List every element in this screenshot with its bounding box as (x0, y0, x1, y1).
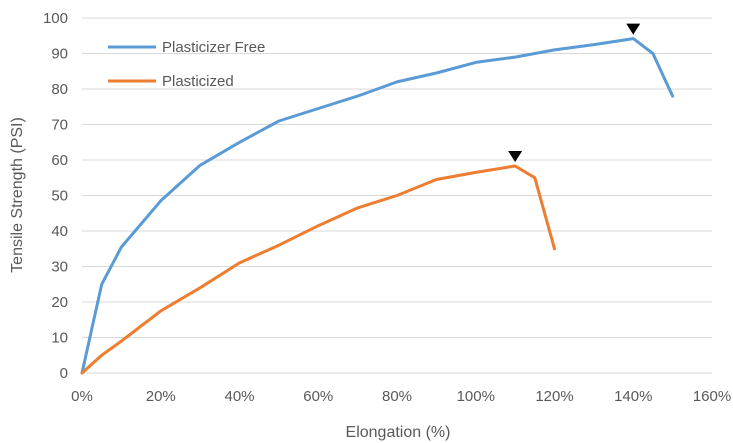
legend-label-plasticized: Plasticized (162, 73, 234, 90)
y-tick-label: 20 (51, 294, 68, 311)
y-tick-label: 10 (51, 330, 68, 347)
peak-markers (508, 23, 641, 163)
x-tick-label: 140% (614, 388, 652, 405)
tick-labels: 0 10 20 30 40 50 60 70 80 90 100 0% 20% 40% 60% 80% 100%… (43, 10, 731, 405)
y-tick-label: 30 (51, 259, 68, 276)
y-tick-label: 50 (51, 188, 68, 205)
x-tick-label: 60% (303, 388, 333, 405)
x-tick-label: 80% (382, 388, 412, 405)
legend: Plasticizer Free Plasticized (108, 39, 265, 90)
y-tick-label: 60 (51, 152, 68, 169)
y-axis-title: Tensile Strength (PSI) (9, 117, 26, 273)
x-tick-label: 160% (693, 388, 731, 405)
legend-label-plasticizer-free: Plasticizer Free (162, 39, 265, 56)
x-tick-label: 20% (146, 388, 176, 405)
series-line-0 (80, 37, 675, 375)
y-tick-label: 70 (51, 117, 68, 134)
y-tick-label: 0 (60, 365, 68, 382)
peak-marker-icon (508, 151, 523, 163)
y-tick-label: 100 (43, 10, 68, 27)
x-tick-label: 0% (71, 388, 93, 405)
x-tick-label: 100% (457, 388, 495, 405)
y-tick-label: 40 (51, 223, 68, 240)
series-line-1 (80, 164, 556, 375)
y-tick-label: 80 (51, 81, 68, 98)
x-tick-label: 120% (535, 388, 573, 405)
series-lines (80, 37, 675, 375)
x-axis-title: Elongation (%) (346, 424, 451, 441)
y-tick-label: 90 (51, 46, 68, 63)
x-tick-label: 40% (224, 388, 254, 405)
peak-marker-icon (626, 23, 641, 35)
